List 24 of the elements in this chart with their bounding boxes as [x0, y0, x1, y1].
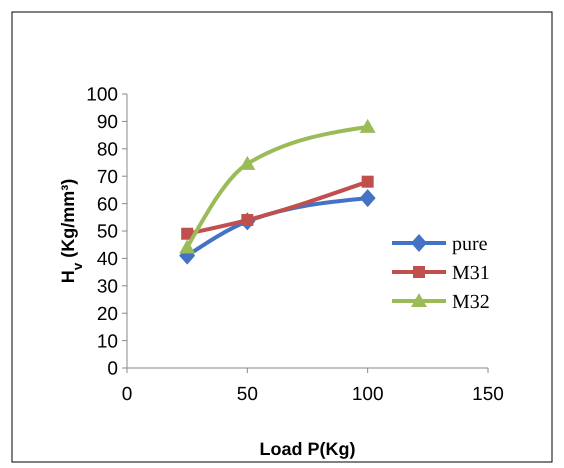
point: [181, 228, 194, 240]
y-tick-label: 20: [96, 304, 118, 325]
y-tick-label: 40: [96, 249, 118, 270]
y-tick-label: 10: [96, 331, 118, 352]
y-tick-label: 100: [86, 84, 118, 106]
y-tick-label: 0: [107, 358, 118, 380]
x-tick-label: 50: [236, 384, 258, 405]
y-tick-label: 70: [96, 166, 118, 188]
y-tick-label: 90: [96, 112, 118, 134]
point: [362, 176, 374, 188]
x-axis-title: Load P(Kg): [260, 439, 356, 459]
y-tick-label: 80: [96, 139, 118, 160]
y-tick-label: 60: [96, 194, 118, 216]
legend-label: M32: [452, 291, 490, 313]
legend-label: pure: [452, 233, 488, 255]
y-tick-label: 30: [96, 276, 118, 298]
y-tick-label: 50: [96, 222, 118, 243]
x-tick-label: 100: [352, 384, 384, 405]
point: [360, 118, 376, 133]
point: [179, 239, 196, 254]
legend-label: M31: [452, 262, 490, 284]
x-tick-label: 0: [122, 384, 132, 405]
x-tick-label: 150: [472, 384, 504, 405]
point: [360, 189, 376, 208]
